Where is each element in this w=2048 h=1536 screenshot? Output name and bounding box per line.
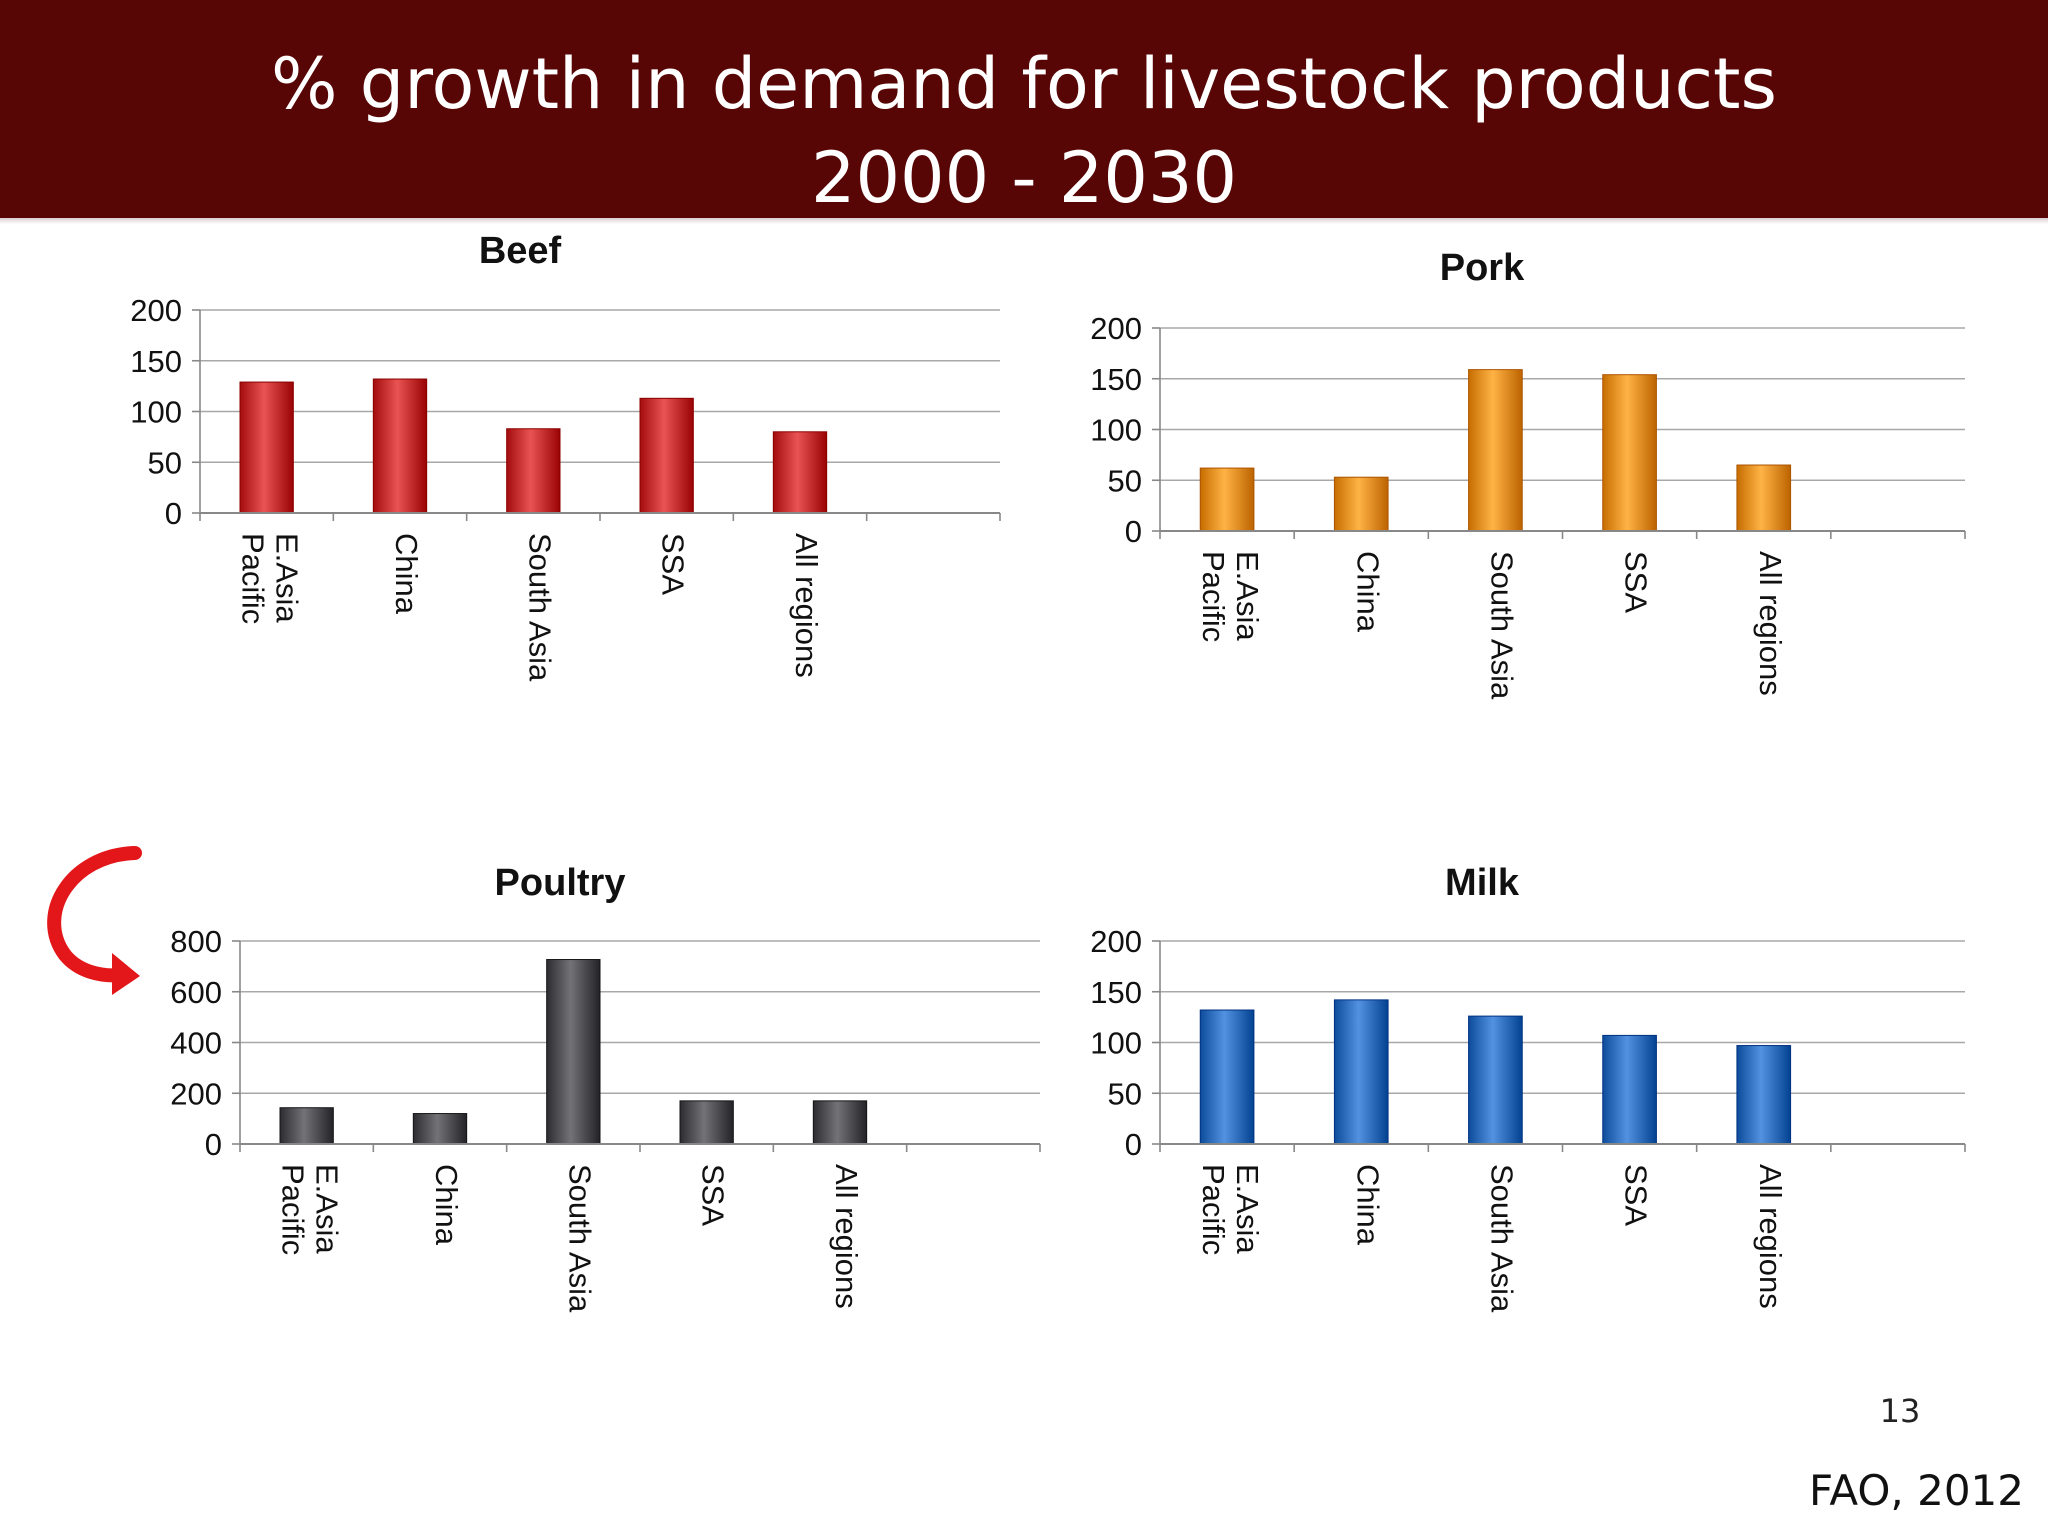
bar <box>372 378 428 514</box>
x-category-label: SSA <box>656 533 691 595</box>
chart-title: Poultry <box>495 862 626 904</box>
x-category-label: E.AsiaPacific <box>276 1164 345 1255</box>
y-tick-label: 150 <box>130 344 182 379</box>
milk-chart: Milk 0 50 100 150 200 E.AsiaPacific China South … <box>1090 862 1966 1313</box>
slide-title-line-1: % growth in demand for livestock product… <box>271 43 1777 125</box>
y-tick-label: 100 <box>1090 413 1142 448</box>
beef-chart: Beef 0 50 100 150 200 E.AsiaPacific China South … <box>130 230 1001 682</box>
bar <box>772 431 828 514</box>
x-category-label: All regions <box>1753 551 1788 696</box>
y-tick-label: 800 <box>170 924 222 959</box>
x-category-label: South Asia <box>522 533 557 682</box>
chart-title: Beef <box>479 230 562 272</box>
bar <box>1602 1034 1657 1145</box>
x-category-label: SSA <box>696 1164 731 1226</box>
y-tick-label: 0 <box>1125 1127 1142 1162</box>
y-tick-label: 400 <box>170 1026 222 1061</box>
bar <box>1199 1009 1255 1145</box>
bar <box>1736 464 1792 532</box>
y-tick-label: 150 <box>1090 362 1142 397</box>
y-tick-label: 50 <box>148 445 182 480</box>
x-category-label: All regions <box>829 1164 864 1309</box>
x-category-label: All regions <box>789 533 824 678</box>
bar <box>812 1100 868 1145</box>
slide-number: 13 <box>1879 1392 1921 1430</box>
bar <box>1333 476 1389 532</box>
y-tick-label: 200 <box>1090 924 1142 959</box>
bar <box>1468 369 1523 532</box>
x-category-label: SSA <box>1619 1164 1654 1226</box>
x-category-label: E.AsiaPacific <box>1196 1164 1265 1255</box>
bar <box>506 428 561 514</box>
bar <box>1602 374 1657 532</box>
bar <box>239 381 294 514</box>
y-tick-label: 50 <box>1108 463 1142 498</box>
y-tick-label: 200 <box>170 1076 222 1111</box>
bar <box>412 1113 468 1145</box>
red-curved-arrow-icon <box>47 846 142 995</box>
x-category-label: South Asia <box>562 1164 597 1313</box>
y-tick-label: 200 <box>130 293 182 328</box>
bar <box>1468 1015 1523 1145</box>
x-category-label: China <box>389 533 424 615</box>
slide-header: % growth in demand for livestock product… <box>0 0 2048 218</box>
bar <box>1333 999 1389 1145</box>
y-tick-label: 100 <box>1090 1026 1142 1061</box>
x-category-label: All regions <box>1753 1164 1788 1309</box>
chart-title: Milk <box>1445 862 1520 904</box>
y-tick-label: 150 <box>1090 975 1142 1010</box>
x-category-label: South Asia <box>1484 551 1519 700</box>
y-tick-label: 0 <box>165 496 182 531</box>
x-category-label: South Asia <box>1484 1164 1519 1313</box>
bar <box>679 1100 734 1145</box>
source-citation: FAO, 2012 <box>1809 1466 2024 1515</box>
y-tick-label: 100 <box>130 395 182 430</box>
bar <box>279 1107 334 1145</box>
y-tick-label: 200 <box>1090 311 1142 346</box>
x-category-label: China <box>1350 551 1385 633</box>
x-category-label: China <box>1350 1164 1385 1246</box>
bar <box>546 959 601 1145</box>
slide-title-line-2: 2000 - 2030 <box>810 137 1238 219</box>
pork-chart: Pork 0 50 100 150 200 E.AsiaPacific China South … <box>1090 247 1966 700</box>
bar <box>1736 1045 1792 1145</box>
x-category-label: E.AsiaPacific <box>236 533 305 624</box>
x-category-label: SSA <box>1619 551 1654 613</box>
y-tick-label: 50 <box>1108 1076 1142 1111</box>
chart-title: Pork <box>1440 247 1525 289</box>
poultry-chart: Poultry 0 200 400 600 800 E.AsiaPacific China So… <box>170 862 1041 1313</box>
y-tick-label: 600 <box>170 975 222 1010</box>
x-category-label: E.AsiaPacific <box>1196 551 1265 642</box>
y-tick-label: 0 <box>1125 514 1142 549</box>
x-category-label: China <box>429 1164 464 1246</box>
y-tick-label: 0 <box>205 1127 222 1162</box>
header-divider <box>0 218 2048 224</box>
bar <box>639 397 694 514</box>
bar <box>1199 467 1255 532</box>
